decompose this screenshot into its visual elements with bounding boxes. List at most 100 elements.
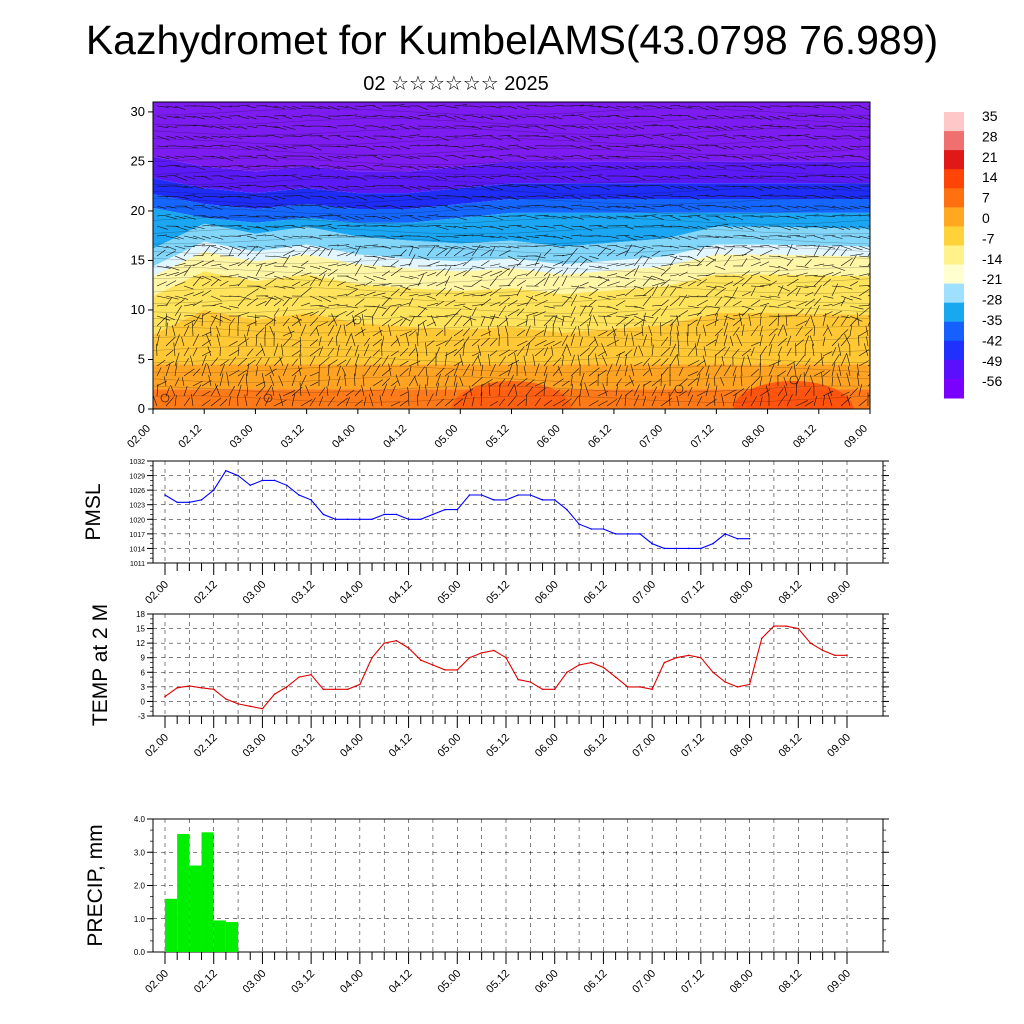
- wind-arrow: [291, 252, 301, 257]
- wind-arrow: [534, 264, 544, 277]
- wind-arrow: [282, 174, 297, 177]
- wind-arrow: [156, 214, 171, 217]
- wind-arrow: [201, 224, 216, 227]
- wind-arrow: [453, 329, 464, 337]
- wind-arrow: [368, 394, 374, 407]
- wind-arrow: [741, 225, 755, 231]
- wind-arrow: [350, 333, 356, 347]
- data-point: [736, 537, 739, 540]
- wind-arrow: [822, 327, 829, 337]
- wind-arrow: [165, 265, 180, 271]
- wind-arrow: [309, 174, 323, 177]
- wind-arrow: [651, 155, 663, 158]
- wind-arrow: [219, 305, 232, 310]
- wind-arrow: [183, 386, 188, 397]
- wind-arrow: [579, 295, 593, 300]
- wind-arrow: [345, 318, 357, 327]
- wind-arrow: [687, 105, 698, 108]
- wind-arrow: [471, 354, 480, 367]
- wind-arrow: [777, 244, 788, 247]
- colorbar-label: 7: [982, 190, 990, 206]
- wind-arrow: [588, 314, 592, 327]
- wind-arrow: [777, 346, 782, 357]
- wind-arrow: [471, 245, 484, 249]
- wind-arrow: [264, 155, 278, 161]
- wind-arrow: [498, 215, 509, 217]
- wind-arrow: [660, 358, 669, 367]
- wind-arrow: [165, 245, 177, 251]
- wind-arrow: [813, 325, 816, 337]
- wind-arrow: [408, 316, 415, 327]
- wind-arrow: [579, 225, 593, 231]
- wind-arrow: [336, 304, 348, 307]
- wind-arrow: [786, 335, 792, 347]
- wind-arrow: [390, 401, 401, 407]
- wind-arrow: [417, 384, 421, 397]
- wind-arrow: [416, 354, 419, 367]
- wind-arrow: [579, 317, 591, 327]
- contour-line: [153, 187, 870, 195]
- wind-arrow: [453, 398, 463, 407]
- wind-arrow: [453, 248, 464, 257]
- wind-arrow: [669, 388, 676, 397]
- x-tick-label: 06.00: [533, 968, 561, 996]
- wind-arrow: [174, 155, 185, 158]
- wind-arrow: [747, 354, 752, 367]
- wind-arrow: [687, 394, 694, 407]
- wind-arrow: [210, 278, 220, 287]
- wind-arrow: [732, 215, 744, 221]
- wind-arrow: [300, 134, 313, 137]
- wind-arrow: [363, 275, 375, 281]
- wind-arrow: [606, 281, 620, 287]
- data-point: [602, 666, 605, 669]
- wind-arrow: [291, 265, 305, 269]
- data-point: [468, 656, 471, 659]
- wind-arrow: [372, 275, 386, 280]
- contour-line: [153, 108, 870, 116]
- wind-arrow: [741, 115, 755, 117]
- wind-arrow: [615, 125, 628, 129]
- wind-arrow: [696, 135, 709, 140]
- wind-arrow: [561, 165, 572, 169]
- wind-arrow: [426, 235, 441, 242]
- wind-arrow: [381, 335, 385, 347]
- wind-arrow: [507, 362, 513, 377]
- wind-arrow: [741, 155, 753, 159]
- wind-arrow: [390, 260, 399, 267]
- wind-arrow: [477, 355, 482, 367]
- x-tick-label: 07.00: [637, 423, 665, 451]
- wind-arrow: [408, 115, 421, 120]
- wind-arrow: [768, 245, 780, 250]
- wind-arrow: [345, 245, 358, 250]
- wind-arrow: [705, 258, 717, 267]
- wind-arrow: [489, 175, 502, 178]
- wind-arrow: [216, 333, 221, 347]
- wind-arrow: [174, 135, 184, 139]
- wind-arrow: [489, 301, 501, 307]
- wind-arrow: [768, 215, 779, 218]
- wind-arrow: [552, 125, 566, 130]
- colorbar-label: 35: [982, 108, 998, 124]
- data-point: [748, 683, 751, 686]
- x-tick-label: 07.12: [679, 732, 707, 760]
- wind-arrow: [525, 175, 539, 180]
- wind-arrow: [867, 373, 870, 377]
- wind-arrow: [309, 295, 323, 302]
- wind-arrow: [201, 331, 212, 337]
- wind-arrow: [642, 124, 657, 127]
- wind-arrow: [237, 225, 250, 231]
- wind-arrow: [588, 215, 599, 218]
- wind-arrow: [417, 319, 427, 327]
- wind-arrow: [156, 145, 169, 148]
- wind-arrow: [669, 287, 677, 297]
- wind-arrow: [804, 358, 811, 367]
- wind-arrow: [579, 394, 581, 407]
- wind-arrow: [840, 154, 854, 157]
- wind-arrow: [390, 175, 400, 180]
- wind-arrow: [399, 315, 411, 322]
- wind-arrow: [669, 125, 679, 129]
- wind-arrow: [296, 314, 302, 327]
- wind-arrow: [309, 245, 320, 249]
- wind-arrow: [174, 195, 189, 200]
- colorbar-label: 21: [982, 149, 998, 165]
